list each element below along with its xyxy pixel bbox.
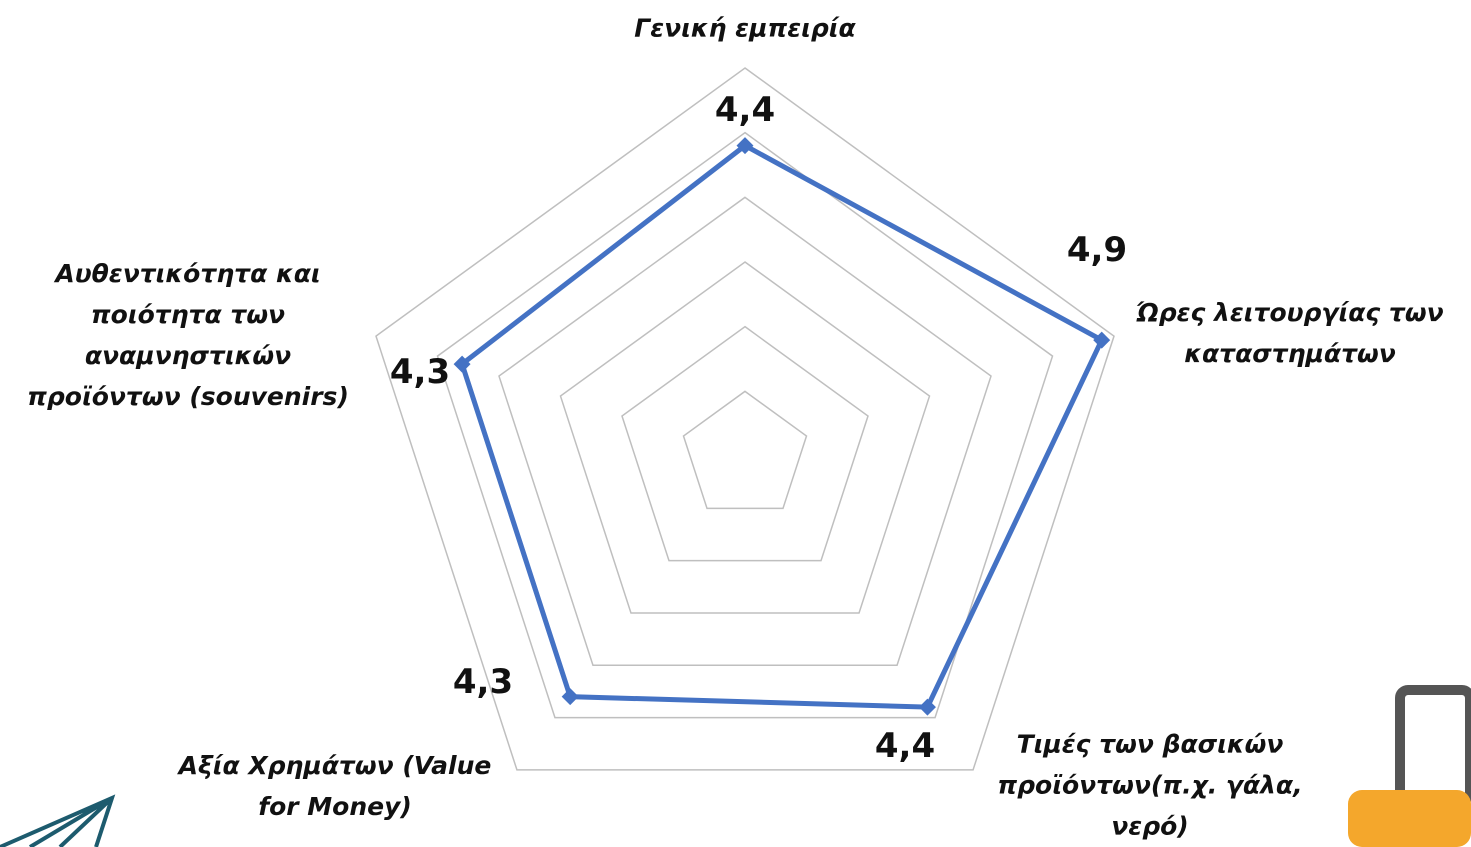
axis-label: Αυθεντικότητα και ποιότητα των αναμνηστι… xyxy=(27,259,349,411)
grid-ring xyxy=(436,131,1054,719)
suitcase xyxy=(1348,685,1471,847)
grid-ring xyxy=(621,325,869,562)
marker xyxy=(736,137,754,155)
data-label: 4,4 xyxy=(874,726,936,766)
marker xyxy=(918,698,936,716)
paper-plane xyxy=(0,794,116,847)
axis-label: Τιμές των βασικών προϊόντων(π.χ. γάλα, ν… xyxy=(997,729,1303,841)
data-label: 4,4 xyxy=(714,90,776,130)
grid-ring xyxy=(559,261,931,614)
data-label: 4,3 xyxy=(389,352,451,392)
marker xyxy=(561,688,579,706)
grid-ring xyxy=(498,196,992,667)
data-label: 4,3 xyxy=(452,662,514,702)
series-line xyxy=(459,142,1105,710)
marker xyxy=(453,355,471,373)
grid-ring xyxy=(375,67,1115,771)
grid-ring xyxy=(682,390,808,510)
axis-label: Αξία Χρημάτων (Value for Money) xyxy=(178,751,492,821)
axis-label: Ώρες λειτουργίας των καταστημάτων xyxy=(1136,298,1444,368)
data-label: 4,9 xyxy=(1066,230,1128,270)
axis-label: Γενική εμπειρία xyxy=(634,13,856,43)
